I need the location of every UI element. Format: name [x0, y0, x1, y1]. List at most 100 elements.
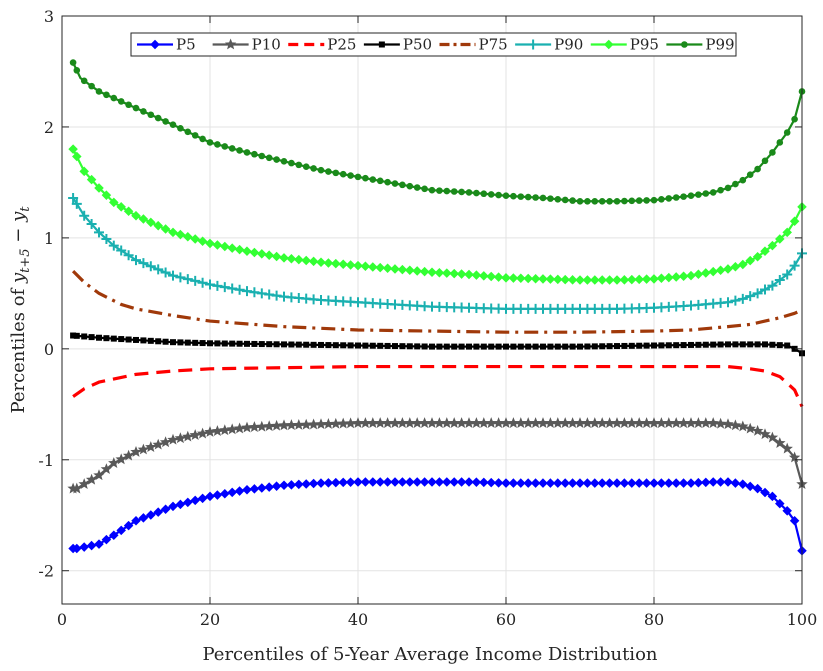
- data-point: [323, 478, 334, 488]
- data-point: [397, 264, 408, 275]
- data-point: [300, 418, 312, 430]
- data-point: [486, 477, 496, 488]
- data-point: [487, 191, 495, 198]
- data-point: [302, 163, 310, 170]
- data-point: [517, 343, 524, 350]
- data-point: [131, 210, 141, 221]
- data-point: [574, 417, 586, 429]
- data-point: [658, 195, 665, 203]
- y-axis-label-text: Percentiles of: [8, 283, 29, 413]
- data-point: [93, 469, 105, 481]
- data-point: [405, 477, 415, 487]
- data-point: [175, 499, 186, 510]
- data-point: [183, 497, 193, 508]
- data-point: [96, 334, 102, 341]
- data-point: [671, 478, 681, 488]
- data-point: [167, 433, 179, 445]
- data-point: [382, 477, 393, 487]
- data-point: [523, 478, 533, 488]
- data-point: [110, 94, 118, 102]
- data-point: [116, 245, 127, 256]
- data-point: [776, 342, 783, 349]
- data-point: [160, 267, 171, 278]
- data-point: [488, 343, 495, 350]
- data-point: [368, 477, 378, 487]
- data-point: [310, 341, 317, 348]
- data-point: [591, 343, 598, 350]
- data-point: [567, 275, 578, 285]
- data-point: [584, 343, 591, 350]
- data-point: [739, 176, 747, 184]
- data-point: [226, 423, 238, 435]
- data-point: [153, 220, 163, 231]
- data-point: [782, 227, 792, 238]
- data-point: [760, 246, 770, 256]
- data-point: [485, 417, 497, 429]
- data-point: [258, 341, 265, 348]
- legend-item-p5: P5: [137, 36, 196, 54]
- data-point: [752, 288, 763, 299]
- data-point: [330, 417, 342, 429]
- data-point: [344, 417, 357, 429]
- data-point: [412, 477, 422, 487]
- data-point: [688, 341, 694, 348]
- data-point: [318, 341, 324, 348]
- data-point: [537, 417, 549, 429]
- data-point: [517, 193, 525, 200]
- data-point: [724, 184, 732, 192]
- data-point: [671, 272, 681, 282]
- data-point: [478, 417, 490, 429]
- data-point: [752, 251, 763, 262]
- data-point: [656, 273, 667, 284]
- data-point: [464, 269, 474, 280]
- data-point: [411, 417, 423, 429]
- data-point: [695, 191, 702, 198]
- data-point: [80, 77, 88, 85]
- data-point: [515, 417, 527, 429]
- data-point: [687, 192, 695, 200]
- data-point: [767, 240, 778, 251]
- data-point: [567, 478, 578, 488]
- y-axis-label-var2: y: [8, 211, 29, 223]
- data-point: [766, 431, 779, 443]
- data-point: [94, 227, 104, 238]
- data-point: [596, 417, 608, 429]
- legend-marker: [224, 38, 237, 50]
- data-point: [760, 284, 770, 295]
- legend-label: P90: [554, 36, 583, 54]
- data-point: [301, 479, 311, 489]
- data-point: [510, 343, 517, 350]
- data-point: [234, 284, 245, 295]
- data-point: [221, 143, 229, 150]
- data-point: [419, 477, 430, 487]
- data-point: [233, 422, 246, 434]
- data-point: [516, 273, 526, 284]
- data-point: [354, 173, 362, 181]
- data-point: [693, 477, 704, 488]
- data-point: [729, 419, 742, 431]
- data-point: [700, 417, 712, 429]
- data-point: [641, 478, 652, 488]
- data-point: [325, 342, 332, 349]
- data-point: [427, 477, 437, 487]
- data-point: [390, 264, 400, 274]
- y-axis-label-sub2: t: [18, 206, 33, 212]
- data-point: [131, 516, 141, 526]
- data-point: [206, 139, 214, 146]
- data-point: [152, 438, 164, 450]
- x-tick-label: 20: [200, 610, 220, 629]
- data-point: [635, 197, 643, 204]
- data-point: [619, 478, 630, 488]
- data-point: [182, 430, 194, 442]
- data-point: [651, 342, 657, 349]
- data-point: [367, 417, 379, 429]
- data-point: [177, 339, 184, 346]
- data-point: [338, 259, 348, 270]
- data-point: [471, 477, 482, 487]
- x-axis-label: Percentiles of 5-Year Average Income Dis…: [203, 644, 658, 665]
- y-axis-label-var1: y: [8, 272, 29, 284]
- data-point: [502, 192, 510, 200]
- data-point: [678, 478, 689, 488]
- data-point: [421, 343, 428, 350]
- y-axis-label: Percentiles of yt+5 − yt: [8, 206, 33, 414]
